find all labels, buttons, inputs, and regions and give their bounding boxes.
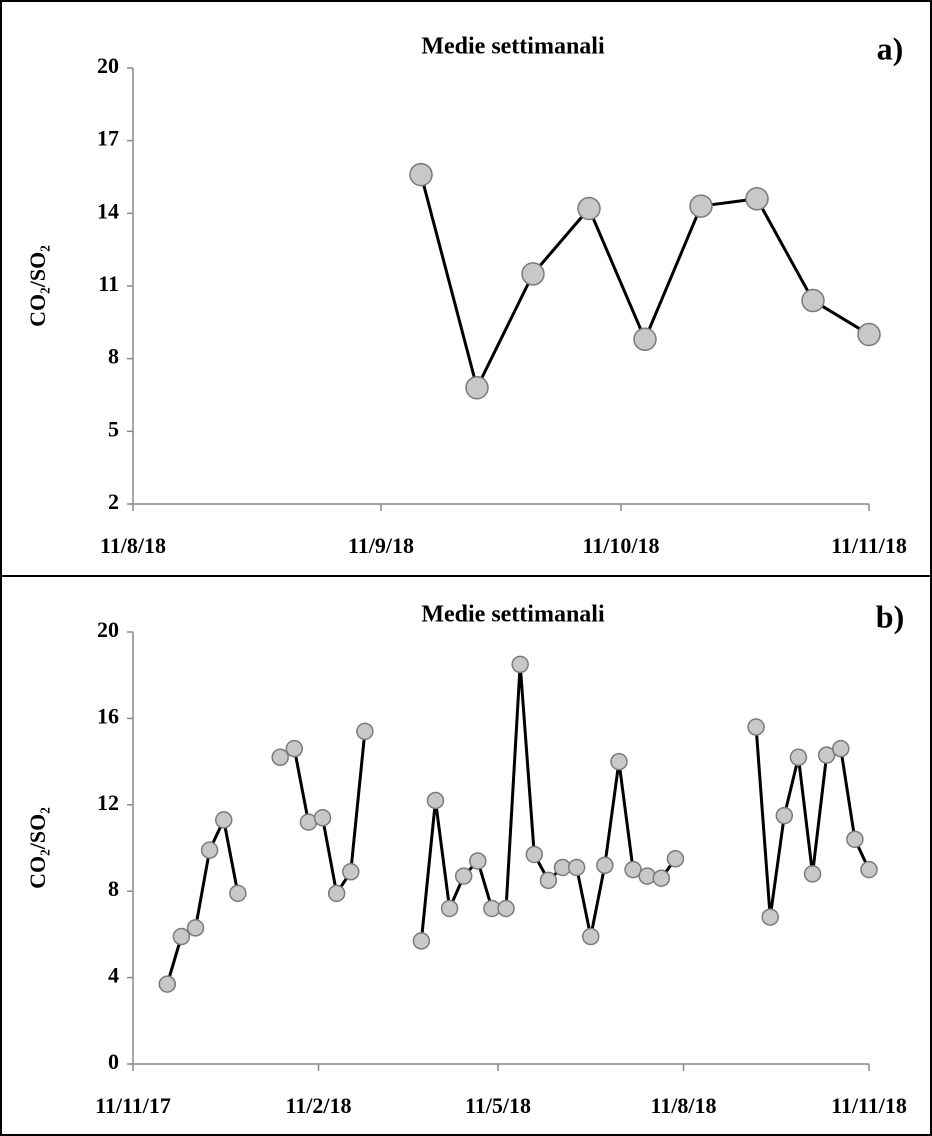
data-point bbox=[817, 746, 836, 764]
panel-label: a) bbox=[877, 30, 904, 66]
data-point bbox=[469, 852, 487, 870]
data-point bbox=[426, 791, 445, 810]
y-tick-label: 2 bbox=[108, 489, 119, 514]
data-point bbox=[539, 871, 558, 890]
data-point bbox=[803, 865, 822, 883]
data-point bbox=[775, 806, 794, 825]
y-tick-label: 12 bbox=[97, 790, 119, 815]
x-tick-label: 11/10/18 bbox=[582, 533, 659, 558]
data-point bbox=[521, 262, 545, 286]
x-tick-label: 11/8/18 bbox=[100, 533, 166, 558]
data-point bbox=[271, 748, 289, 767]
data-point bbox=[172, 927, 191, 946]
y-axis-label: CO₂/SO₂ bbox=[25, 807, 50, 889]
data-point bbox=[214, 811, 233, 829]
x-tick-label: 11/5/18 bbox=[465, 1093, 531, 1118]
data-point bbox=[525, 845, 544, 864]
y-tick-label: 16 bbox=[97, 703, 119, 728]
data-point bbox=[229, 884, 247, 903]
data-point bbox=[801, 288, 825, 313]
y-tick-label: 4 bbox=[108, 963, 119, 988]
y-tick-label: 20 bbox=[97, 53, 119, 78]
data-point bbox=[313, 809, 332, 827]
data-point bbox=[745, 187, 769, 211]
y-tick-label: 20 bbox=[97, 617, 119, 642]
y-tick-label: 5 bbox=[108, 416, 119, 441]
data-point bbox=[342, 863, 360, 881]
chart-title: Medie settimanali bbox=[421, 602, 605, 628]
data-line bbox=[165, 662, 871, 985]
y-tick-label: 14 bbox=[97, 198, 119, 223]
data-point bbox=[761, 908, 779, 926]
data-point bbox=[652, 869, 671, 887]
data-point bbox=[789, 748, 808, 767]
data-point bbox=[624, 860, 642, 879]
data-point bbox=[832, 739, 850, 758]
data-point bbox=[638, 867, 656, 885]
data-point bbox=[440, 899, 459, 918]
data-point bbox=[356, 722, 374, 741]
data-point bbox=[158, 975, 177, 993]
panel-label: b) bbox=[876, 598, 904, 634]
data-point bbox=[454, 867, 473, 885]
data-point bbox=[186, 919, 205, 937]
data-point bbox=[497, 899, 515, 918]
data-point bbox=[412, 932, 431, 950]
x-tick-label: 11/2/18 bbox=[286, 1093, 352, 1118]
data-point bbox=[857, 322, 881, 347]
data-point bbox=[327, 884, 346, 903]
data-point bbox=[567, 858, 586, 877]
data-line bbox=[419, 174, 870, 390]
x-tick-label: 11/11/18 bbox=[831, 533, 907, 558]
x-tick-label: 11/11/18 bbox=[831, 1093, 907, 1118]
y-tick-label: 11 bbox=[98, 271, 119, 296]
y-axis-label: CO₂/SO₂ bbox=[25, 245, 50, 327]
data-point bbox=[581, 927, 600, 946]
y-tick-label: 8 bbox=[108, 344, 119, 369]
data-point bbox=[689, 194, 713, 218]
data-point bbox=[596, 856, 614, 875]
data-point bbox=[633, 327, 657, 352]
data-point bbox=[747, 718, 765, 736]
data-point bbox=[409, 162, 433, 187]
data-point bbox=[860, 860, 878, 879]
data-point bbox=[285, 739, 304, 758]
data-point bbox=[610, 752, 628, 771]
data-point bbox=[465, 375, 489, 400]
x-tick-label: 11/8/18 bbox=[650, 1093, 716, 1118]
x-tick-label: 11/9/18 bbox=[348, 533, 414, 558]
data-point bbox=[577, 196, 601, 221]
data-point bbox=[846, 830, 864, 849]
x-tick-label: 11/11/17 bbox=[95, 1093, 171, 1118]
y-tick-label: 17 bbox=[97, 126, 119, 151]
data-point bbox=[666, 850, 685, 868]
data-point bbox=[200, 841, 219, 859]
data-point bbox=[511, 655, 529, 674]
y-tick-label: 8 bbox=[108, 876, 119, 901]
chart-title: Medie settimanali bbox=[421, 34, 605, 60]
y-tick-label: 0 bbox=[108, 1049, 119, 1074]
